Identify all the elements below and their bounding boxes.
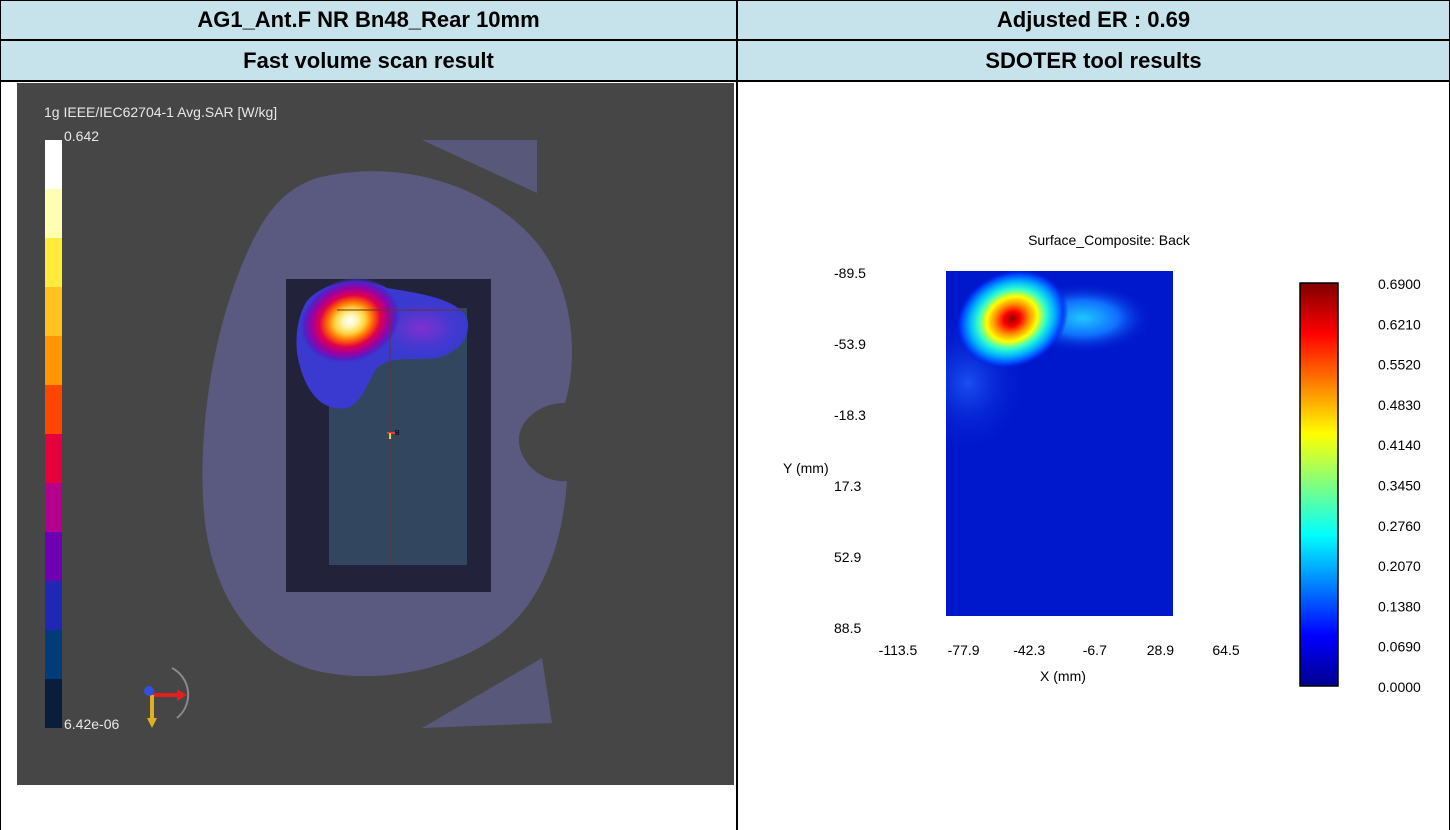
colorbar-tick-label: 0.0000 (1378, 679, 1421, 695)
center-marker: B (387, 430, 400, 439)
y-tick-label: 17.3 (834, 478, 861, 494)
x-axis-label: X (mm) (1040, 668, 1086, 684)
colorbar-tick-label: 0.3450 (1378, 478, 1421, 494)
phantom-wedge-top (422, 140, 537, 193)
legend-swatch (45, 238, 62, 287)
row1-left-header: AG1_Ant.F NR Bn48_Rear 10mm (1, 1, 736, 39)
y-tick-label: 88.5 (834, 620, 861, 636)
y-tick-label: -89.5 (834, 265, 866, 281)
sar-hotspot (299, 277, 401, 365)
legend-swatch (45, 385, 62, 434)
row1-right-header: Adjusted ER : 0.69 (738, 1, 1449, 39)
x-tick-label: 64.5 (1212, 642, 1239, 658)
test-config-title: AG1_Ant.F NR Bn48_Rear 10mm (197, 7, 540, 32)
svg-text:B: B (395, 430, 400, 437)
colorbar-tick-label: 0.2070 (1378, 558, 1421, 574)
colorbar-tick-label: 0.6210 (1378, 316, 1421, 332)
table-border-middle (736, 0, 738, 830)
legend-swatch (45, 140, 62, 189)
row2-right-header: SDOTER tool results (738, 41, 1449, 80)
sdoter-chart: Surface_Composite: Back -89.5 -53.9 -18.3 1… (783, 232, 1421, 695)
sar-legend-max: 0.642 (64, 128, 100, 144)
chart-title: Surface_Composite: Back (1028, 232, 1191, 248)
table-border-left (0, 0, 1, 830)
fast-volume-scan-title: Fast volume scan result (243, 47, 494, 73)
axis-triad (144, 667, 190, 728)
colorbar-tick-label: 0.4140 (1378, 437, 1421, 453)
table-border-row1 (0, 39, 1450, 41)
x-tick-labels: -113.5 -77.9 -42.3 -6.7 28.9 64.5 (879, 642, 1240, 658)
colorbar-tick-labels: 0.6900 0.6210 0.5520 0.4830 0.4140 0.3450 0.27… (1378, 276, 1421, 695)
legend-swatch (45, 581, 62, 630)
legend-swatch (45, 434, 62, 483)
fast-volume-scan-image: B 1g IEEE/IEC62704-1 Avg.SAR [W/kg] 0.64… (17, 83, 734, 785)
sar-legend-bar (45, 140, 62, 728)
table-border-row2 (0, 80, 1450, 82)
y-tick-label: -18.3 (834, 407, 866, 423)
x-tick-label: -42.3 (1013, 642, 1045, 658)
colorbar-tick-label: 0.0690 (1378, 639, 1421, 655)
x-tick-label: -77.9 (948, 642, 980, 658)
legend-swatch (45, 189, 62, 238)
y-tick-labels: -89.5 -53.9 -18.3 17.3 52.9 88.5 (834, 265, 866, 636)
colorbar-tick-label: 0.6900 (1378, 276, 1421, 292)
colorbar-tick-label: 0.1380 (1378, 598, 1421, 614)
legend-swatch (45, 630, 62, 679)
y-tick-label: 52.9 (834, 549, 861, 565)
colorbar-tick-label: 0.4830 (1378, 397, 1421, 413)
x-tick-label: -113.5 (879, 642, 918, 658)
phantom-wedge-bottom (422, 658, 552, 728)
adjusted-er-title: Adjusted ER : 0.69 (996, 7, 1191, 32)
table-border-top (0, 0, 1450, 1)
row2-left-header: Fast volume scan result (1, 41, 736, 80)
colorbar-tick-label: 0.5520 (1378, 357, 1421, 373)
y-axis-label: Y (mm) (783, 460, 829, 476)
y-tick-label: -53.9 (834, 336, 866, 352)
sar-legend-title: 1g IEEE/IEC62704-1 Avg.SAR [W/kg] (44, 104, 278, 120)
legend-swatch (45, 679, 62, 728)
sar-legend-min: 6.42e-06 (64, 716, 120, 732)
legend-swatch (45, 483, 62, 532)
x-tick-label: 28.9 (1147, 642, 1174, 658)
colorbar-tick-label: 0.2760 (1378, 518, 1421, 534)
scan-render: B (144, 140, 572, 728)
sdoter-results-title: SDOTER tool results (985, 47, 1202, 73)
legend-swatch (45, 336, 62, 385)
legend-swatch (45, 532, 62, 581)
sdoter-results-panel: Surface_Composite: Back -89.5 -53.9 -18.3 1… (738, 83, 1450, 830)
x-tick-label: -6.7 (1083, 642, 1107, 658)
heatmap-plot (946, 271, 1173, 616)
legend-swatch (45, 287, 62, 336)
colorbar (1299, 282, 1339, 687)
